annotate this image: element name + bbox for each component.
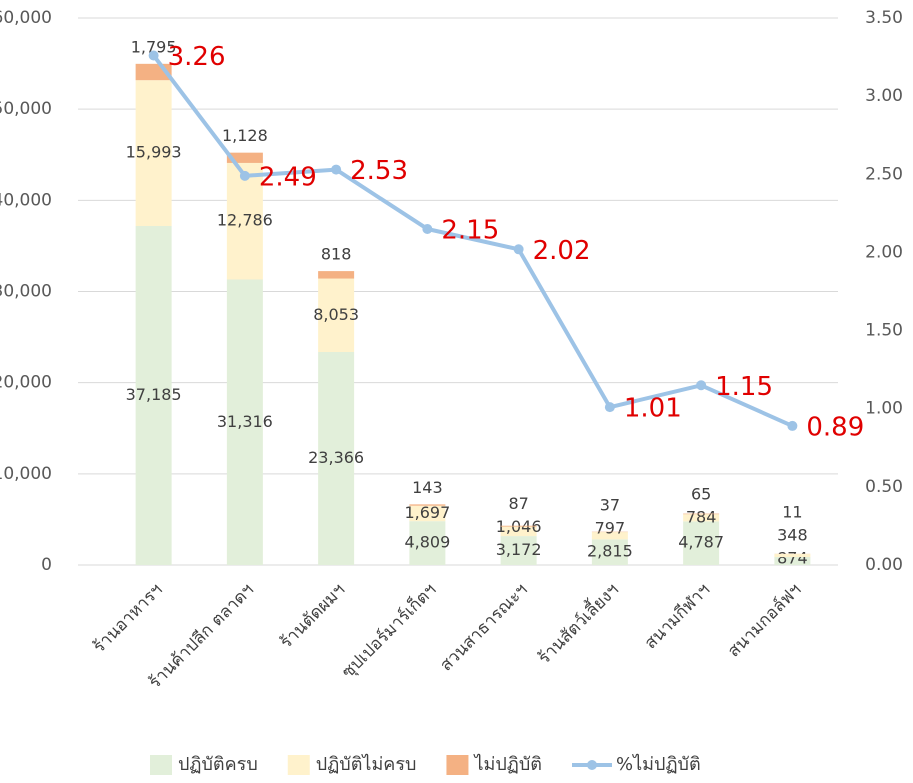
line-marker <box>787 421 797 431</box>
y-tick-label: 10,000 <box>0 464 52 484</box>
value-label: 3,172 <box>496 540 542 559</box>
line-value-label: 2.02 <box>533 236 591 266</box>
line-value-label: 2.53 <box>350 156 408 186</box>
bar-segment <box>774 554 810 557</box>
bar-segment <box>683 514 719 515</box>
line-value-label: 2.49 <box>259 162 317 192</box>
bar-segment <box>501 526 537 527</box>
value-label: 4,809 <box>404 533 450 552</box>
value-label: 143 <box>412 478 443 497</box>
legend-swatch <box>446 755 468 775</box>
line-value-label: 3.26 <box>168 42 226 72</box>
x-tick-label: สนามกีฬาฯ <box>641 580 714 653</box>
value-label: 1,697 <box>404 503 450 522</box>
value-label: 348 <box>777 526 808 545</box>
line-marker <box>240 171 250 181</box>
x-tick-label: สนามกอล์ฟฯ <box>724 580 806 662</box>
line-value-label: 1.01 <box>624 394 682 424</box>
value-label: 4,787 <box>678 533 724 552</box>
y-tick-label: 30,000 <box>0 282 52 302</box>
y2-tick-label: 2.50 <box>865 164 903 184</box>
value-label: 818 <box>321 245 352 264</box>
value-label: 8,053 <box>313 305 359 324</box>
value-label: 87 <box>508 494 528 513</box>
y-tick-label: 0 <box>41 555 52 575</box>
line-marker <box>149 51 159 61</box>
value-label: 37,185 <box>126 385 182 404</box>
value-label: 784 <box>686 507 717 526</box>
y-tick-label: 50,000 <box>0 99 52 119</box>
value-label: 65 <box>691 484 711 503</box>
y-tick-label: 20,000 <box>0 373 52 393</box>
bar-segment <box>409 504 445 505</box>
value-label: 23,366 <box>308 448 364 467</box>
value-label: 31,316 <box>217 412 273 431</box>
y-tick-label: 60,000 <box>0 8 52 28</box>
value-label: 1,128 <box>222 126 268 145</box>
legend-marker <box>587 760 597 770</box>
value-label: 12,786 <box>217 211 273 230</box>
x-tick-label: ซุปเปอร์มาร์เก็ตฯ <box>337 579 441 683</box>
line-marker <box>422 224 432 234</box>
y2-tick-label: 0.00 <box>865 555 903 575</box>
value-label: 11 <box>782 503 802 522</box>
line-value-label: 1.15 <box>715 372 773 402</box>
bar-segment <box>318 271 354 278</box>
line-value-label: 2.15 <box>441 215 499 245</box>
value-label: 15,993 <box>126 143 182 162</box>
y-tick-label: 40,000 <box>0 190 52 210</box>
legend-label: ปฏิบัติไม่ครบ <box>316 753 417 775</box>
value-label: 874 <box>777 549 808 568</box>
x-tick-label: สวนสาธารณะฯ <box>436 580 531 675</box>
x-tick-label: ร้านตัดผมฯ <box>276 580 349 653</box>
legend-label: %ไม่ปฏิบัติ <box>616 753 701 775</box>
line-marker <box>331 165 341 175</box>
y2-tick-label: 2.00 <box>865 242 903 262</box>
line-marker <box>514 244 524 254</box>
x-tick-label: ร้านอาหารฯ <box>89 580 166 657</box>
y2-tick-label: 3.00 <box>865 86 903 106</box>
x-tick-label: ร้านสัตว์เลี้ยงฯ <box>532 578 623 669</box>
y2-tick-label: 1.00 <box>865 399 903 419</box>
value-label: 2,815 <box>587 542 633 561</box>
legend-swatch <box>288 755 310 775</box>
y2-tick-label: 1.50 <box>865 321 903 341</box>
line-value-label: 0.89 <box>806 412 864 442</box>
line-marker <box>605 402 615 412</box>
legend-swatch <box>150 755 172 775</box>
value-label: 797 <box>595 519 626 538</box>
line-marker <box>696 380 706 390</box>
value-label: 37 <box>600 496 620 515</box>
legend-label: ไม่ปฏิบัติ <box>472 753 542 775</box>
y2-tick-label: 3.50 <box>865 8 903 28</box>
y2-tick-label: 0.50 <box>865 477 903 497</box>
legend-label: ปฏิบัติครบ <box>178 754 258 775</box>
